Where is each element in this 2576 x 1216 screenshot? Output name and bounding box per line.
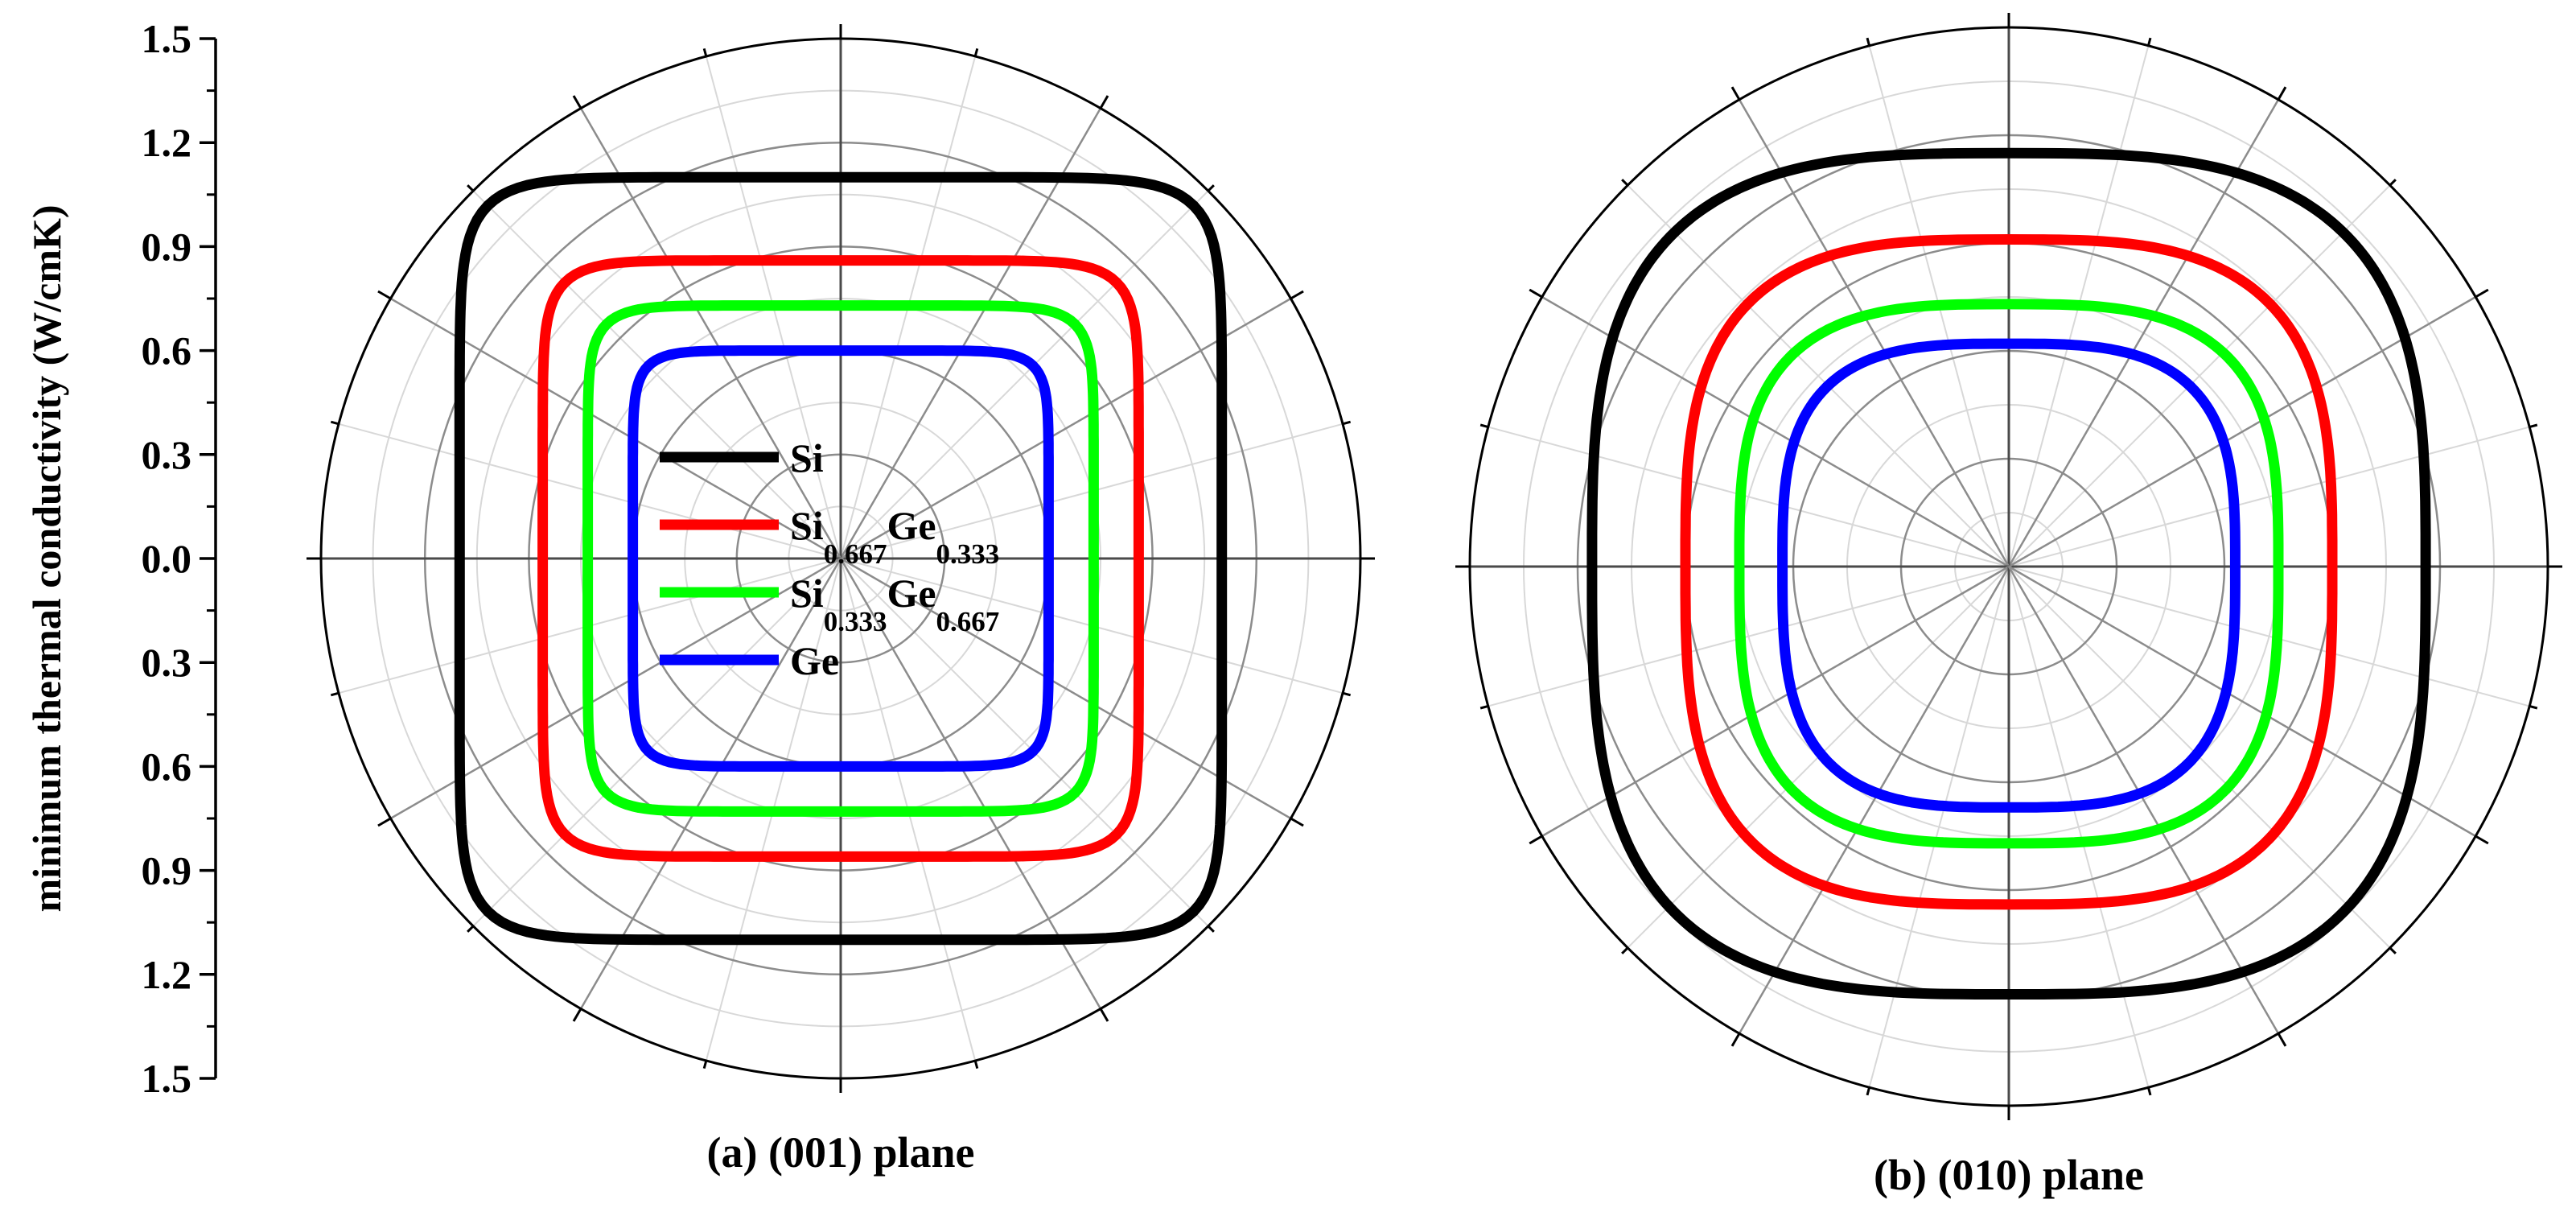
panel-a-title: (a) (001) plane: [707, 1128, 975, 1177]
series-curve-ge: [1777, 338, 2241, 813]
angular-tick: [2389, 946, 2397, 954]
series-curve-si0333ge0667: [582, 300, 1099, 817]
angular-tick: [330, 691, 339, 697]
angular-tick: [1479, 704, 1489, 710]
y-tick-label: 1.5: [142, 16, 192, 61]
y-tick-label: 0.3: [142, 640, 192, 685]
radial-gridline: [1541, 295, 2010, 568]
angular-tick: [572, 95, 582, 109]
y-axis: 1.5 1.2 0.9 0.6 0.3 0.0 0.3 0.6 0.9 1.2 1.5: [142, 16, 217, 1101]
angular-tick: [1342, 691, 1352, 697]
y-tick-label: 0.6: [142, 744, 192, 789]
y-tick-label: 0.9: [142, 224, 192, 269]
angular-tick: [1290, 290, 1304, 300]
radial-gridline: [2008, 565, 2476, 838]
angular-tick: [1207, 184, 1215, 192]
y-tick-label: 1.2: [142, 952, 192, 997]
angular-tick: [377, 290, 392, 300]
angular-tick: [2389, 179, 2397, 187]
angular-tick: [702, 1060, 708, 1070]
radial-gridline: [840, 297, 1292, 560]
panel-b-title: (b) (010) plane: [1874, 1151, 2144, 1199]
radial-gridline: [2007, 566, 2280, 1034]
angular-tick: [1290, 817, 1304, 827]
angular-tick: [1866, 37, 1871, 47]
angular-tick: [330, 420, 339, 426]
y-tick-label: 0.0: [142, 536, 192, 581]
polar-grid-b: [1455, 13, 2562, 1120]
polar-plot-b: [1455, 13, 2562, 1120]
legend-label: Si0.667Ge0.333: [790, 503, 999, 570]
angular-tick: [1342, 420, 1352, 426]
radial-gridline: [2007, 99, 2280, 567]
radial-gridline: [839, 107, 1102, 559]
angular-tick: [2146, 1086, 2152, 1096]
legend-label: Ge: [790, 638, 839, 683]
angular-tick: [2146, 37, 2152, 47]
y-tick-label: 0.9: [142, 848, 192, 893]
angular-tick: [2277, 1033, 2287, 1047]
y-tick-label: 1.5: [142, 1056, 192, 1101]
angular-tick: [1621, 946, 1629, 954]
angular-tick: [973, 47, 979, 57]
radial-gridline: [389, 557, 842, 820]
radial-gridline: [2008, 295, 2476, 568]
angular-tick: [1529, 288, 1543, 299]
series-curve-ge: [628, 345, 1054, 772]
angular-tick: [1099, 1008, 1109, 1022]
series-curve-si0667ge0333: [537, 255, 1144, 862]
radial-gridline: [579, 558, 842, 1010]
angular-tick: [2529, 423, 2538, 429]
angular-tick: [1730, 86, 1741, 101]
series-curve-si0333ge0667: [1734, 299, 2284, 849]
angular-tick: [377, 817, 392, 827]
radial-gridline: [1738, 566, 2010, 1034]
radial-gridline: [840, 557, 1292, 820]
y-axis-title: minimum thermal conductivity (W/cmK): [24, 204, 69, 912]
radial-gridline: [579, 107, 842, 559]
legend-label: Si: [790, 435, 824, 480]
angular-tick: [1730, 1033, 1741, 1047]
series-curve-si0667ge0333: [1680, 234, 2338, 910]
angular-tick: [702, 47, 708, 57]
angular-tick: [2475, 288, 2489, 299]
angular-tick: [467, 925, 475, 933]
radial-gridline: [1738, 99, 2010, 567]
radial-gridline: [1541, 565, 2010, 838]
legend-label: Si0.333Ge0.667: [790, 571, 999, 637]
angular-tick: [2475, 835, 2489, 845]
angular-tick: [572, 1008, 582, 1022]
y-tick-label: 0.6: [142, 328, 192, 373]
series-curve-si: [1586, 147, 2431, 1000]
angular-tick: [1529, 835, 1543, 845]
angular-tick: [973, 1060, 979, 1070]
y-tick-label: 0.3: [142, 432, 192, 477]
y-tick-label: 1.2: [142, 120, 192, 165]
angular-tick: [2529, 704, 2538, 710]
curves-a: [454, 171, 1228, 946]
curves-b: [1586, 147, 2431, 1000]
radial-gridline: [389, 297, 842, 560]
angular-tick: [1866, 1086, 1871, 1096]
angular-tick: [1479, 423, 1489, 429]
angular-tick: [1099, 95, 1109, 109]
series-curve-si: [454, 171, 1228, 946]
angular-tick: [1621, 179, 1629, 187]
angular-tick: [467, 184, 475, 192]
angular-tick: [1207, 925, 1215, 933]
angular-tick: [2277, 86, 2287, 101]
radial-gridline: [839, 558, 1102, 1010]
